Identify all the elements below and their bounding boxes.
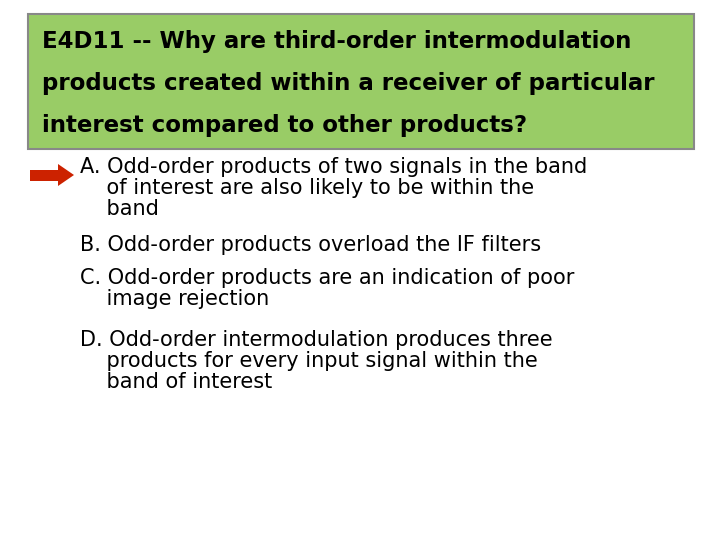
Bar (30, 170, 58, 180)
Text: C. Odd-order products are an indication of poor: C. Odd-order products are an indication … (80, 268, 575, 288)
Polygon shape (58, 164, 74, 186)
Text: band of interest: band of interest (80, 372, 272, 392)
Text: products for every input signal within the: products for every input signal within t… (80, 351, 538, 371)
Text: B. Odd-order products overload the IF filters: B. Odd-order products overload the IF fi… (80, 235, 541, 255)
Text: interest compared to other products?: interest compared to other products? (42, 114, 527, 137)
Bar (28, 14, 694, 149)
Text: of interest are also likely to be within the: of interest are also likely to be within… (80, 178, 534, 198)
Text: D. Odd-order intermodulation produces three: D. Odd-order intermodulation produces th… (80, 330, 553, 350)
Text: image rejection: image rejection (80, 289, 269, 309)
Text: products created within a receiver of particular: products created within a receiver of pa… (42, 72, 654, 95)
Text: E4D11 -- Why are third-order intermodulation: E4D11 -- Why are third-order intermodula… (42, 30, 631, 53)
Text: A. Odd-order products of two signals in the band: A. Odd-order products of two signals in … (80, 157, 588, 177)
Text: band: band (80, 199, 159, 219)
